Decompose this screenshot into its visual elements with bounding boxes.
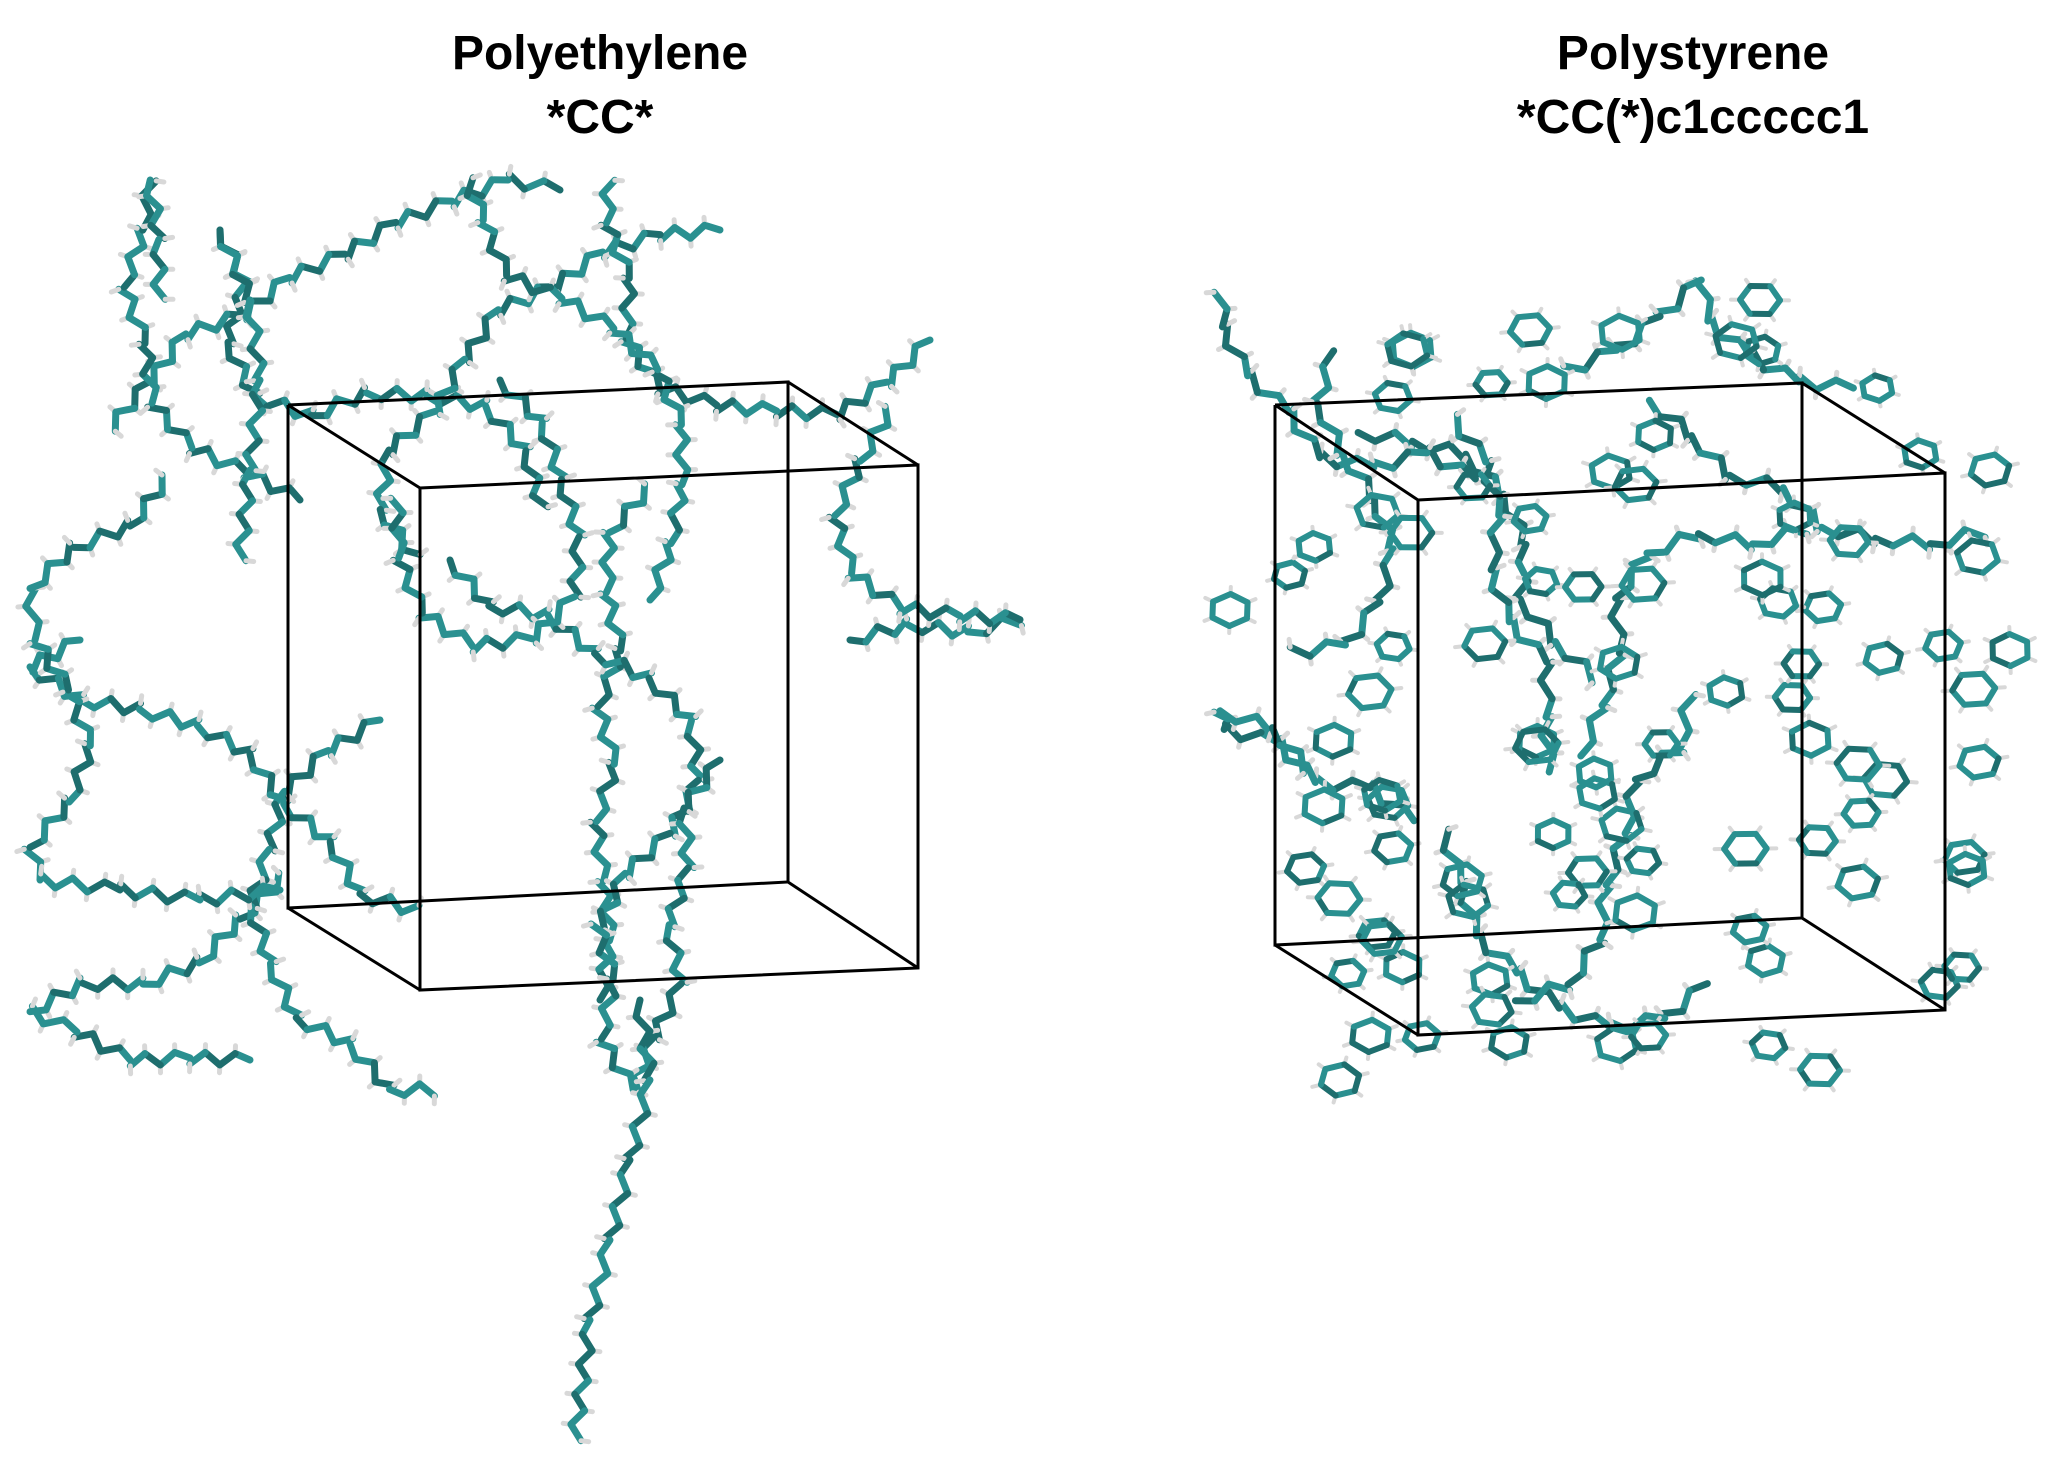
polymer-name: Polystyrene <box>1556 27 1830 80</box>
polystyrene-title: Polystyrene *CC(*)c1ccccc1 <box>1393 22 1993 150</box>
polyethylene-chains <box>14 163 1026 1445</box>
polyethylene-title: Polyethylene *CC* <box>400 22 800 150</box>
simulation-box <box>286 380 920 992</box>
polyethylene-panel: Polyethylene *CC* <box>14 22 1026 1445</box>
polymer-smiles: *CC(*)c1ccccc1 <box>1516 91 1870 144</box>
polystyrene-molecular-render <box>1202 276 2038 1105</box>
polystyrene-chains <box>1202 276 2038 1105</box>
polymer-smiles: *CC* <box>546 91 654 144</box>
polymer-name: Polyethylene <box>451 27 749 80</box>
simulation-box <box>1273 381 1947 1037</box>
polyethylene-molecular-render <box>14 163 1026 1445</box>
polystyrene-panel: Polystyrene *CC(*)c1ccccc1 <box>1200 0 2070 1473</box>
